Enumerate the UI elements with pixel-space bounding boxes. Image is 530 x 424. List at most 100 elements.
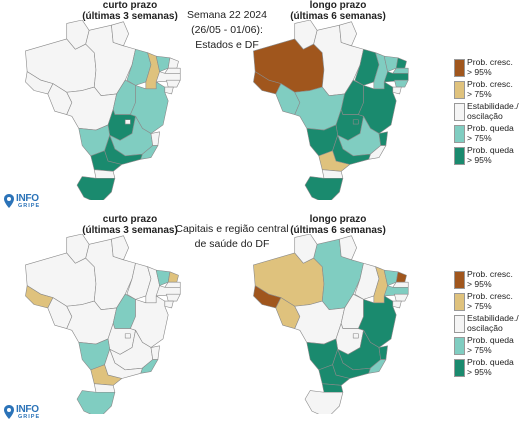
region-al (166, 79, 181, 88)
location-pin-icon (4, 194, 14, 208)
legend-item: Prob. queda > 75% (454, 335, 530, 358)
capitals-title-line2: de saúde do DF (194, 238, 270, 250)
region-rr (294, 234, 318, 264)
region-rs (76, 176, 116, 200)
region-ap (339, 21, 357, 47)
long-term-label-top: longo prazo (últimas 6 semanas) (283, 0, 393, 22)
legend-label: Prob. cresc. > 75% (467, 79, 513, 99)
location-pin-icon (4, 405, 14, 419)
week-title-line1: Semana 22 2024 (187, 9, 267, 21)
region-pe (155, 285, 181, 297)
region-rr (66, 20, 90, 50)
region-rn (167, 271, 179, 283)
legend-item: Prob. queda > 75% (454, 123, 530, 146)
region-df (124, 119, 131, 125)
region-se (392, 300, 402, 309)
legend-item: Prob. cresc. > 95% (454, 57, 530, 80)
week-title: Semana 22 2024 (26/05 - 01/06): Estados … (172, 8, 282, 53)
legend-item: Prob. queda > 95% (454, 145, 530, 168)
region-df (124, 333, 131, 339)
region-pe (383, 71, 409, 83)
region-se (164, 86, 174, 95)
legend-item: Prob. queda > 95% (454, 357, 530, 380)
infogripe-logo-top: INFO GRIPE (4, 193, 64, 213)
region-rs (76, 390, 116, 414)
region-ap (111, 235, 129, 261)
region-ap (111, 21, 129, 47)
legend-label: Prob. queda > 95% (467, 145, 514, 165)
capitals-title-line1: Capitais e região central (175, 223, 289, 235)
region-rn (395, 57, 407, 69)
region-pb (392, 67, 409, 74)
short-term-label-line1: curto prazo (102, 214, 158, 225)
week-title-line3: Estados e DF (195, 39, 259, 51)
legend-label: Prob. cresc. > 95% (467, 57, 513, 77)
region-es (150, 345, 160, 360)
region-es (150, 131, 160, 146)
legend-item: Prob. cresc. > 75% (454, 291, 530, 314)
legend-label: Estabilidade./ oscilação (467, 313, 519, 333)
logo-subtitle: GRIPE (18, 414, 41, 420)
short-term-label-line1: curto prazo (102, 0, 158, 11)
week-title-line2: (26/05 - 01/06): (191, 24, 263, 36)
region-al (166, 293, 181, 302)
region-df (352, 119, 359, 125)
long-term-label-line2: (últimas 6 semanas) (290, 11, 386, 22)
legend-label: Prob. cresc. > 75% (467, 291, 513, 311)
region-rr (66, 234, 90, 264)
region-rr (294, 20, 318, 50)
short-term-label-line2: (últimas 3 semanas) (82, 11, 178, 22)
legend-swatch (454, 147, 465, 165)
legend-swatch (454, 59, 465, 77)
legend-label: Prob. queda > 75% (467, 335, 514, 355)
short-term-label-line2: (últimas 3 semanas) (82, 225, 178, 236)
capitals-title: Capitais e região central de saúde do DF (172, 222, 292, 252)
long-term-label-line2: (últimas 6 semanas) (290, 225, 386, 236)
region-rn (395, 271, 407, 283)
legend-swatch (454, 103, 465, 121)
legend-item: Estabilidade./ oscilação (454, 101, 530, 124)
region-ap (339, 235, 357, 261)
legend-bottom: Prob. cresc. > 95% Prob. cresc. > 75% Es… (454, 269, 530, 380)
legend-item: Prob. cresc. > 75% (454, 79, 530, 102)
region-se (392, 86, 402, 95)
logo-name: INFO (16, 404, 39, 415)
legend-swatch (454, 359, 465, 377)
region-pb (164, 67, 181, 74)
region-df (352, 333, 359, 339)
region-pe (383, 285, 409, 297)
legend-label: Prob. queda > 75% (467, 123, 514, 143)
logo-subtitle: GRIPE (18, 203, 41, 209)
region-al (394, 293, 409, 302)
legend-swatch (454, 337, 465, 355)
short-term-label-bottom: curto prazo (últimas 3 semanas) (75, 214, 185, 236)
legend-label: Prob. cresc. > 95% (467, 269, 513, 289)
legend-top: Prob. cresc. > 95% Prob. cresc. > 75% Es… (454, 57, 530, 168)
region-es (378, 131, 388, 146)
region-rs (304, 176, 344, 200)
region-pb (164, 281, 181, 288)
region-rs (304, 390, 344, 414)
region-se (164, 300, 174, 309)
legend-swatch (454, 125, 465, 143)
legend-swatch (454, 81, 465, 99)
legend-swatch (454, 293, 465, 311)
long-term-label-line1: longo prazo (309, 214, 367, 225)
legend-item: Estabilidade./ oscilação (454, 313, 530, 336)
map-capitals-short (25, 234, 181, 414)
short-term-label-top: curto prazo (últimas 3 semanas) (75, 0, 185, 22)
infogripe-logo-bottom: INFO GRIPE (4, 404, 64, 424)
legend-label: Estabilidade./ oscilação (467, 101, 519, 121)
legend-swatch (454, 315, 465, 333)
legend-label: Prob. queda > 95% (467, 357, 514, 377)
long-term-label-line1: longo prazo (309, 0, 367, 11)
region-pb (392, 281, 409, 288)
map-capitals-long (253, 234, 409, 414)
region-al (394, 79, 409, 88)
legend-item: Prob. cresc. > 95% (454, 269, 530, 292)
map-states-long (253, 20, 409, 200)
long-term-label-bottom: longo prazo (últimas 6 semanas) (283, 214, 393, 236)
logo-name: INFO (16, 193, 39, 204)
region-es (378, 345, 388, 360)
map-states-short (25, 20, 181, 200)
